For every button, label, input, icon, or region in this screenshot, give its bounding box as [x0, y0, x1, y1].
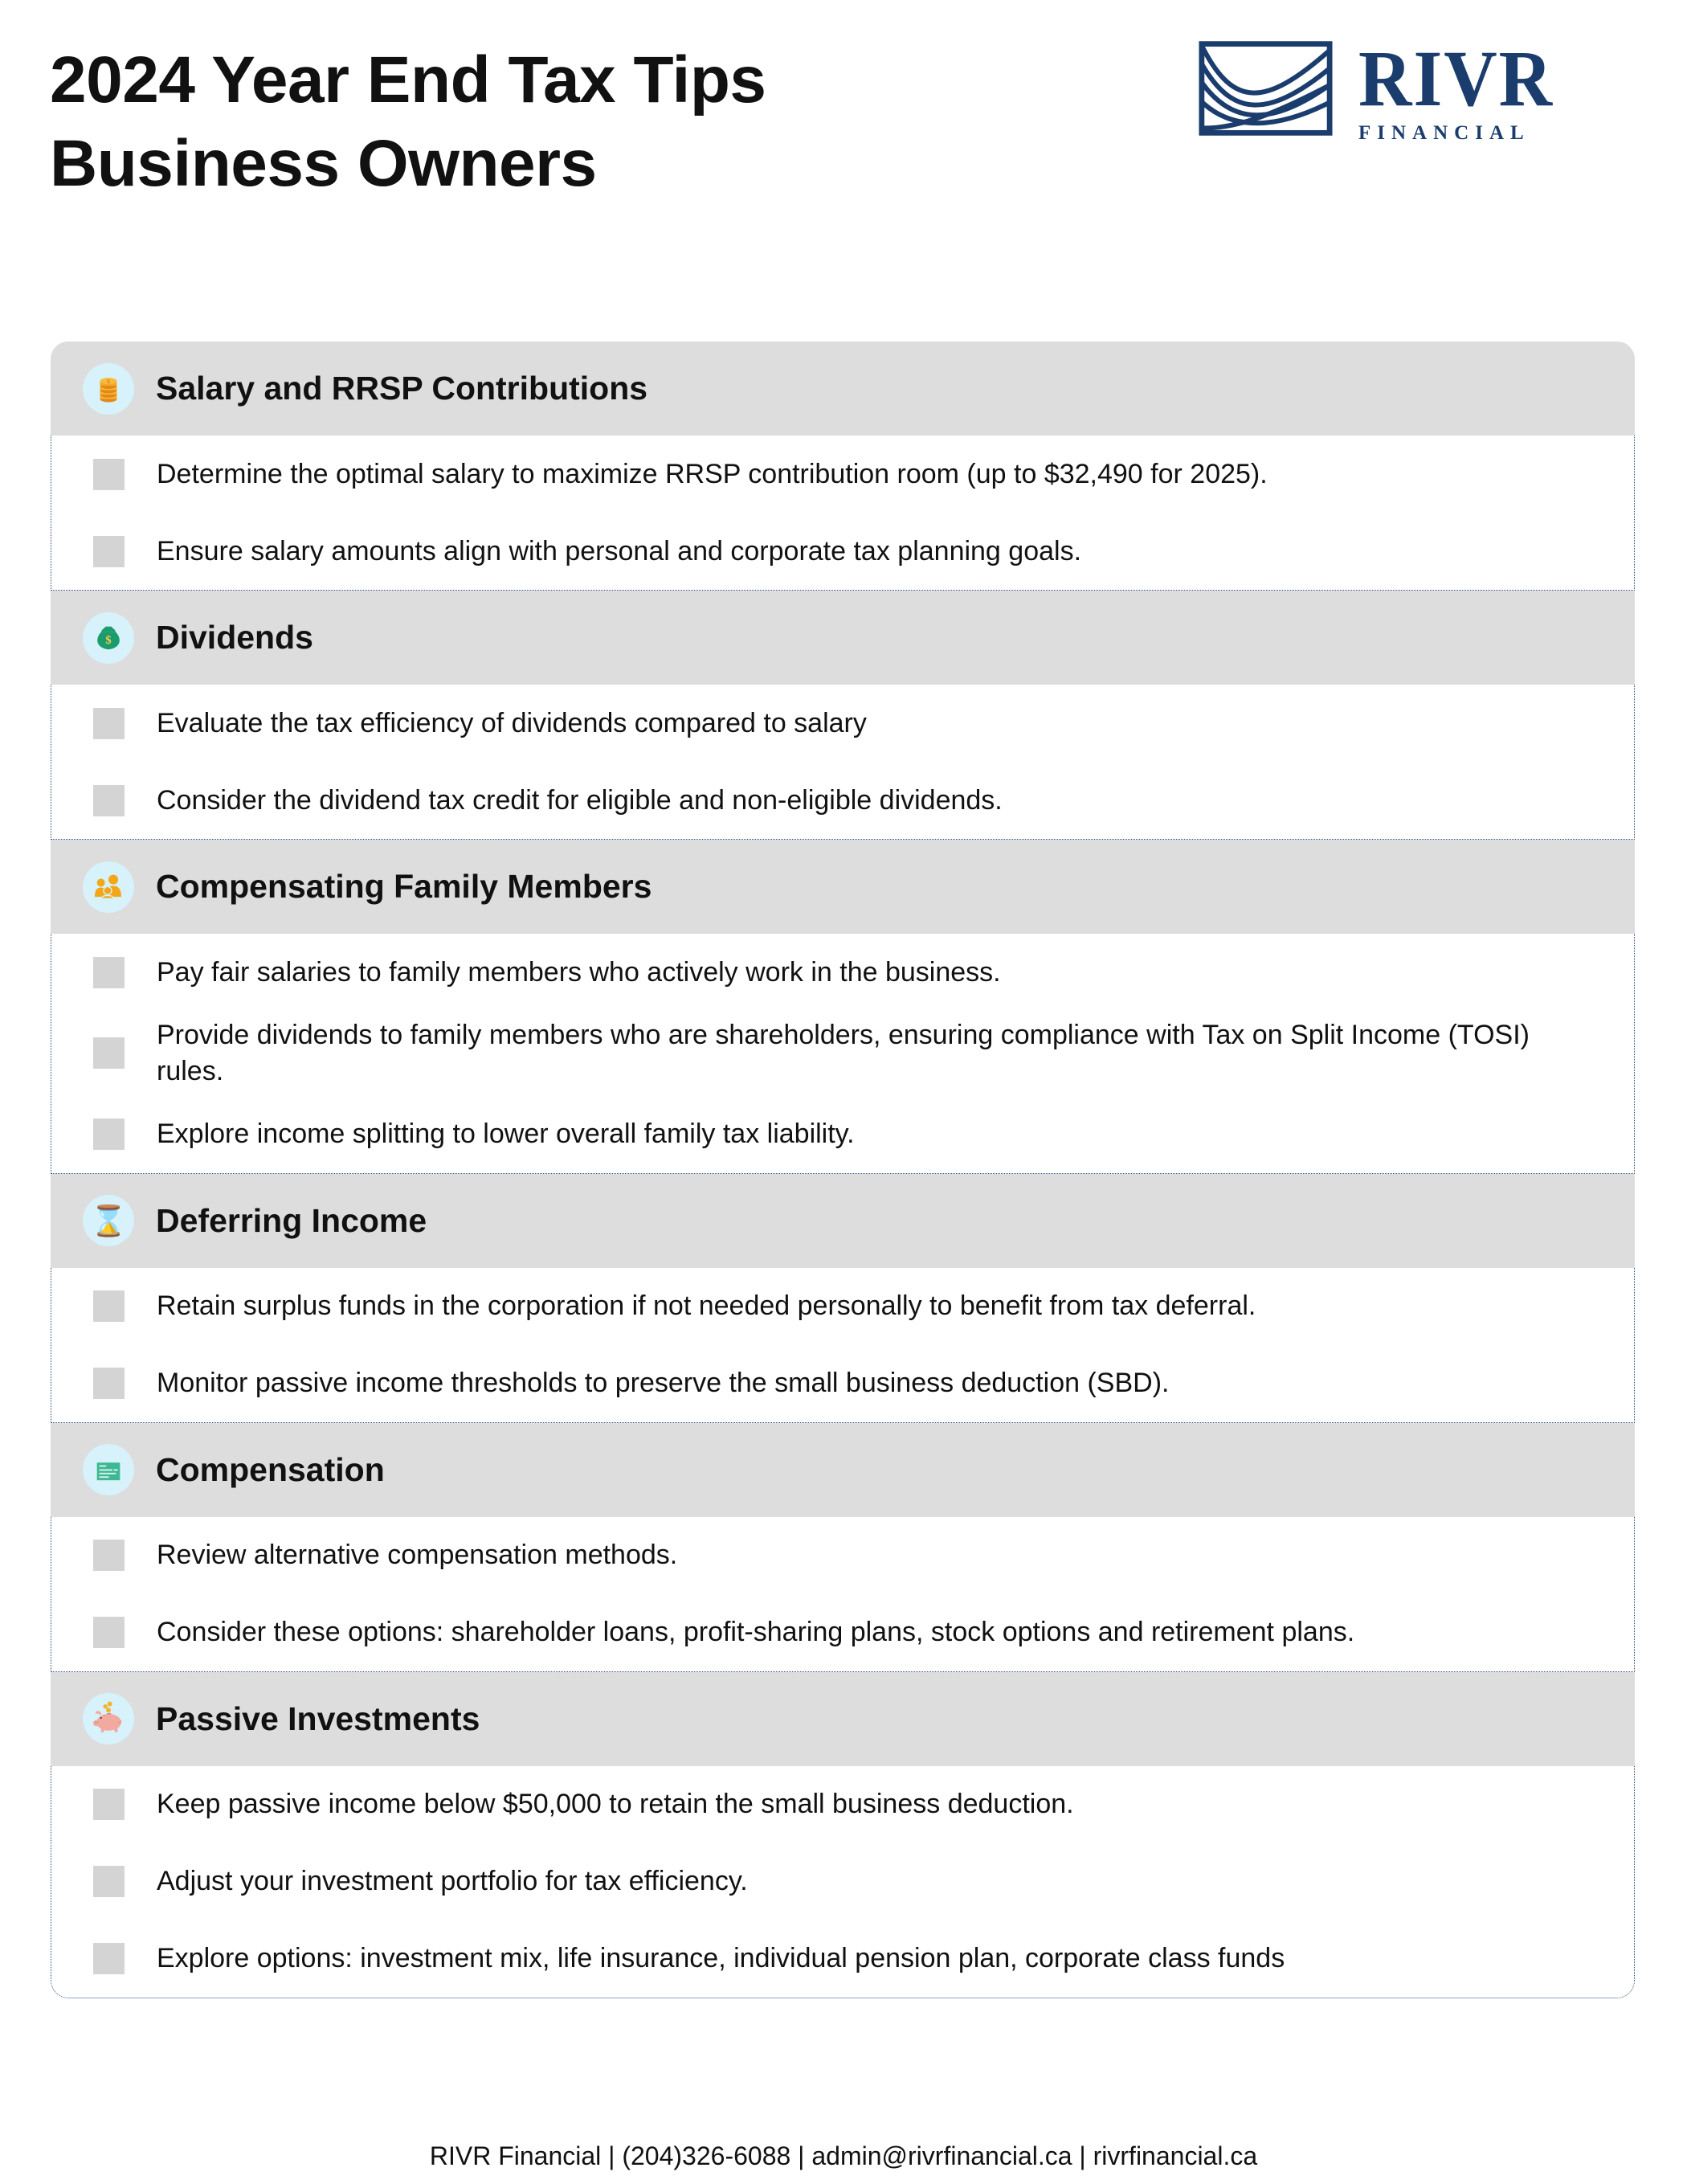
svg-text:$: $	[105, 634, 111, 647]
svg-text:$: $	[107, 378, 110, 384]
